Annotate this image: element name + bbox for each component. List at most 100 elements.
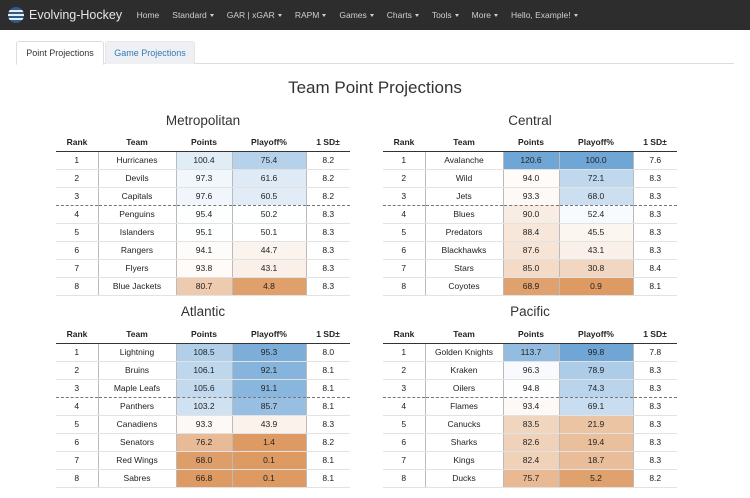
nav-item-rapm[interactable]: RAPM	[295, 10, 327, 20]
team-cell: Flyers	[97, 259, 176, 278]
rank-cell: 3	[383, 379, 425, 398]
playoff-cell: 92.1	[231, 361, 306, 380]
rank-cell: 1	[56, 343, 98, 362]
table-row: 1 Golden Knights 113.7 99.8 7.8	[383, 343, 677, 362]
nav-item-gar-xgar[interactable]: GAR | xGAR	[227, 10, 282, 20]
rank-cell: 5	[56, 223, 98, 242]
header-playoff[interactable]: Playoff%	[559, 133, 633, 152]
playoff-cell: 78.9	[558, 361, 633, 380]
tab-point-projections[interactable]: Point Projections	[16, 41, 104, 65]
sd-cell: 8.3	[632, 451, 677, 470]
points-cell: 85.0	[502, 259, 559, 278]
sd-cell: 8.3	[632, 379, 677, 398]
table-row: 3 Capitals 97.6 60.5 8.2	[56, 187, 350, 206]
header-team[interactable]: Team	[425, 325, 503, 344]
nav-item-label: More	[471, 10, 492, 20]
table-row: 3 Maple Leafs 105.6 91.1 8.1	[56, 379, 350, 398]
header-sd[interactable]: 1 SD±	[633, 133, 677, 152]
team-cell: Rangers	[97, 241, 176, 260]
team-cell: Capitals	[97, 187, 176, 206]
points-cell: 66.8	[175, 469, 232, 488]
caret-down-icon	[322, 13, 327, 17]
team-cell: Penguins	[97, 205, 176, 224]
header-sd[interactable]: 1 SD±	[306, 133, 350, 152]
team-cell: Coyotes	[424, 277, 503, 296]
points-cell: 95.4	[175, 205, 232, 224]
team-cell: Wild	[424, 169, 503, 188]
header-team[interactable]: Team	[425, 133, 503, 152]
brand[interactable]: Evolving-Hockey	[8, 7, 122, 23]
table-row: 1 Avalanche 120.6 100.0 7.6	[383, 151, 677, 170]
nav-item-charts[interactable]: Charts	[387, 10, 419, 20]
team-cell: Sabres	[97, 469, 176, 488]
header-team[interactable]: Team	[98, 325, 176, 344]
rank-cell: 2	[56, 361, 98, 380]
playoff-cell: 60.5	[231, 187, 306, 206]
nav-item-games[interactable]: Games	[339, 10, 374, 20]
nav-item-label: Home	[136, 10, 160, 20]
header-points[interactable]: Points	[176, 325, 232, 344]
sd-cell: 8.2	[305, 187, 350, 206]
points-cell: 94.8	[502, 379, 559, 398]
header-points[interactable]: Points	[503, 133, 559, 152]
header-team[interactable]: Team	[98, 133, 176, 152]
points-cell: 97.3	[175, 169, 232, 188]
points-cell: 87.6	[502, 241, 559, 260]
rank-cell: 6	[56, 433, 98, 452]
nav-item-more[interactable]: More	[471, 10, 499, 20]
playoff-cell: 52.4	[558, 205, 633, 224]
header-sd[interactable]: 1 SD±	[633, 325, 677, 344]
points-cell: 76.2	[175, 433, 232, 452]
projection-table-pacific: Rank Team Points Playoff% 1 SD± 1 Golden Knigh…	[383, 325, 677, 488]
points-cell: 97.6	[175, 187, 232, 206]
rank-cell: 1	[383, 151, 425, 170]
header-playoff[interactable]: Playoff%	[559, 325, 633, 344]
header-rank[interactable]: Rank	[383, 133, 425, 152]
sd-cell: 7.8	[632, 343, 677, 362]
nav-item-tools[interactable]: Tools	[432, 10, 459, 20]
team-cell: Predators	[424, 223, 503, 242]
rank-cell: 1	[56, 151, 98, 170]
team-cell: Maple Leafs	[97, 379, 176, 398]
projection-table-metropolitan: Rank Team Points Playoff% 1 SD± 1 Hurricanes 10…	[56, 133, 350, 296]
nav-item-hello-example[interactable]: Hello, Example!	[511, 10, 578, 20]
header-playoff[interactable]: Playoff%	[232, 133, 306, 152]
division-title-central: Central	[508, 113, 552, 128]
sd-cell: 8.3	[632, 361, 677, 380]
playoff-cell: 44.7	[231, 241, 306, 260]
nav-item-standard[interactable]: Standard	[172, 10, 214, 20]
caret-down-icon	[494, 13, 499, 17]
playoff-cell: 85.7	[231, 397, 306, 416]
table-row: 6 Rangers 94.1 44.7 8.3	[56, 241, 350, 260]
header-rank[interactable]: Rank	[383, 325, 425, 344]
division-title-pacific: Pacific	[510, 304, 550, 319]
playoff-cell: 45.5	[558, 223, 633, 242]
sd-cell: 8.1	[305, 397, 350, 416]
division-title-metropolitan: Metropolitan	[165, 113, 241, 128]
tab-game-projections[interactable]: Game Projections	[105, 41, 195, 64]
rank-cell: 4	[56, 205, 98, 224]
header-sd[interactable]: 1 SD±	[306, 325, 350, 344]
points-cell: 105.6	[175, 379, 232, 398]
playoff-cell: 99.8	[558, 343, 633, 362]
nav-item-home[interactable]: Home	[137, 10, 160, 20]
team-cell: Senators	[97, 433, 176, 452]
table-row: 7 Flyers 93.8 43.1 8.3	[56, 259, 350, 278]
team-cell: Canucks	[424, 415, 503, 434]
header-playoff[interactable]: Playoff%	[232, 325, 306, 344]
sd-cell: 8.0	[305, 343, 350, 362]
table-row: 8 Blue Jackets 80.7 4.8 8.3	[56, 277, 350, 296]
header-rank[interactable]: Rank	[56, 133, 98, 152]
header-points[interactable]: Points	[503, 325, 559, 344]
rank-cell: 7	[56, 259, 98, 278]
header-rank[interactable]: Rank	[56, 325, 98, 344]
points-cell: 120.6	[502, 151, 559, 170]
team-cell: Avalanche	[424, 151, 503, 170]
rank-cell: 8	[56, 469, 98, 488]
rank-cell: 2	[383, 169, 425, 188]
table-row: 7 Stars 85.0 30.8 8.4	[383, 259, 677, 278]
header-points[interactable]: Points	[176, 133, 232, 152]
sd-cell: 8.4	[632, 259, 677, 278]
division-title-atlantic: Atlantic	[180, 304, 226, 319]
team-cell: Flames	[424, 397, 503, 416]
